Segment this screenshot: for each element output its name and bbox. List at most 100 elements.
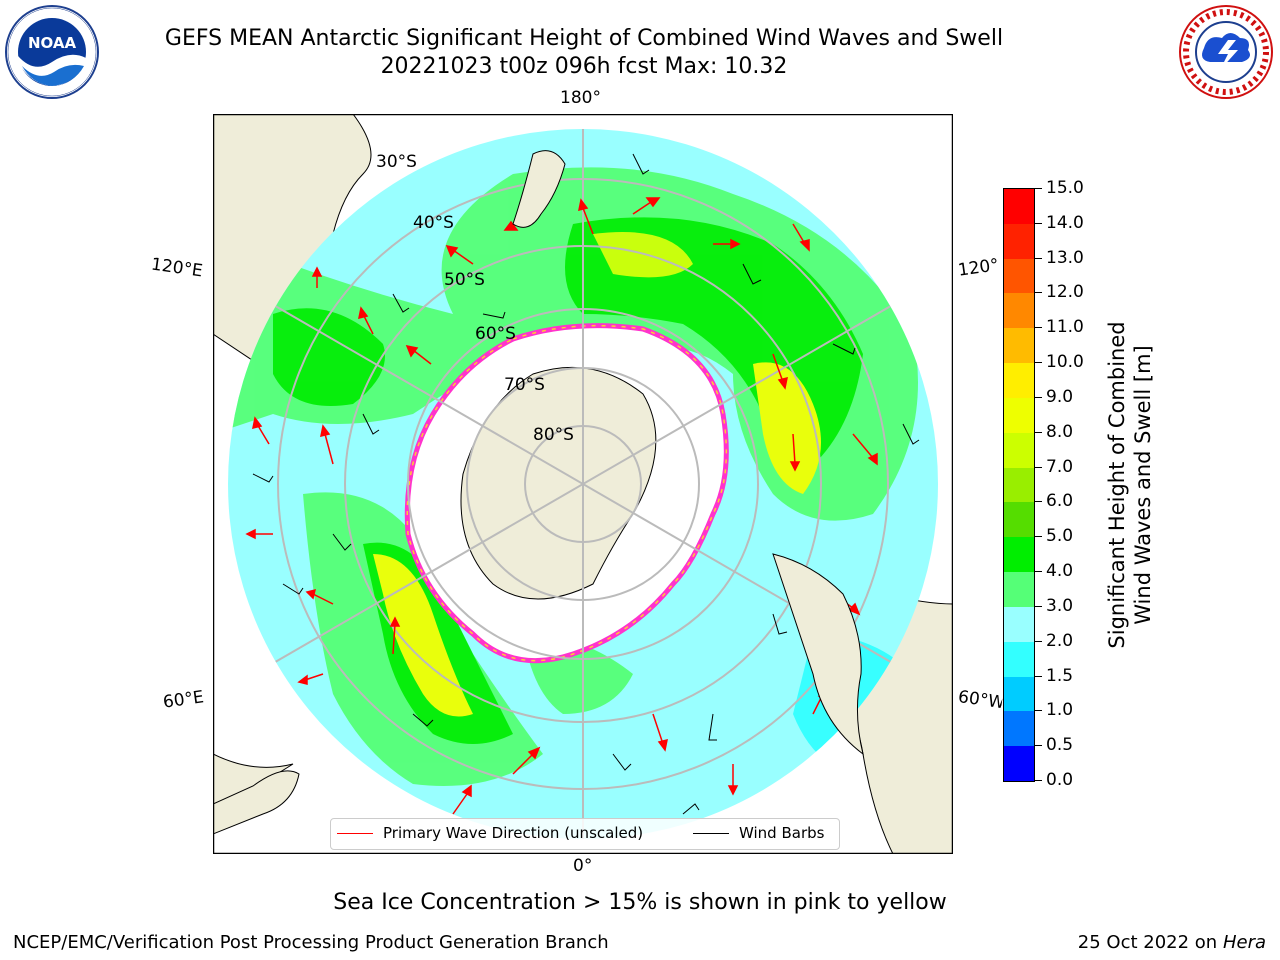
wind-barb xyxy=(772,613,788,635)
wave-arrow xyxy=(452,784,472,815)
colorbar-segment xyxy=(1004,432,1034,468)
colorbar-segment xyxy=(1004,502,1034,538)
colorbar-tick xyxy=(1034,675,1042,677)
colorbar-segment xyxy=(1004,397,1034,433)
colorbar-segment xyxy=(1004,676,1034,712)
colorbar-tick xyxy=(1034,257,1042,259)
wave-arrow xyxy=(305,588,334,605)
footer-host: Hera xyxy=(1222,932,1266,953)
wind-barb xyxy=(902,423,920,445)
colorbar-segment xyxy=(1004,328,1034,364)
chart-title: GEFS MEAN Antarctic Significant Height o… xyxy=(164,26,1004,51)
lat-label-70s: 70°S xyxy=(504,375,545,395)
colorbar-tick-label: 15.0 xyxy=(1046,178,1084,198)
wave-arrow xyxy=(727,764,739,796)
noaa-logo: NOAA xyxy=(5,5,99,99)
colorbar-tick xyxy=(1034,466,1042,468)
wind-barb xyxy=(682,803,700,815)
wave-arrow xyxy=(512,746,541,775)
wind-barb xyxy=(282,583,304,595)
colorbar-tick xyxy=(1034,292,1042,294)
colorbar-tick xyxy=(1034,605,1042,607)
wind-barb xyxy=(362,413,380,435)
colorbar-tick-label: 9.0 xyxy=(1046,386,1074,407)
colorbar-tick xyxy=(1034,536,1042,538)
continent-edges xyxy=(512,150,864,756)
wave-arrow xyxy=(245,528,273,540)
wind-barb xyxy=(332,533,352,551)
colorbar-tick-label: 12.0 xyxy=(1046,282,1084,303)
nws-logo xyxy=(1179,5,1273,99)
lat-label-30s: 30°S xyxy=(376,152,417,172)
colorbar-tick-label: 5.0 xyxy=(1046,526,1074,547)
antarctic-wave-map xyxy=(213,114,953,854)
wave-arrow xyxy=(578,198,594,235)
colorbar-title-line2: Wind Waves and Swell [m] xyxy=(1131,345,1155,625)
colorbar-segment xyxy=(1004,223,1034,259)
sea-ice-note: Sea Ice Concentration > 15% is shown in … xyxy=(333,890,947,915)
colorbar-segment xyxy=(1004,641,1034,677)
colorbar-tick xyxy=(1034,640,1042,642)
colorbar-tick-label: 1.0 xyxy=(1046,700,1074,721)
wave-arrow xyxy=(713,238,741,250)
wave-direction-legend-line xyxy=(337,833,373,834)
colorbar-tick xyxy=(1034,327,1042,329)
colorbar-tick xyxy=(1034,431,1042,433)
colorbar-tick xyxy=(1034,362,1042,364)
colorbar-tick xyxy=(1034,571,1042,573)
wave-arrow xyxy=(389,616,401,655)
colorbar-tick-label: 6.0 xyxy=(1046,491,1074,512)
lon-label-0: 0° xyxy=(573,856,593,876)
wave-arrow xyxy=(445,244,474,265)
wave-arrow xyxy=(852,433,878,466)
colorbar-tick-label: 2.0 xyxy=(1046,630,1074,651)
wind-barb xyxy=(252,473,274,483)
colorbar-segment xyxy=(1004,711,1034,747)
colorbar-tick-label: 8.0 xyxy=(1046,421,1074,442)
wind-barb xyxy=(832,343,856,355)
lat-label-40s: 40°S xyxy=(413,213,454,233)
colorbar-tick xyxy=(1034,710,1042,712)
colorbar-tick-label: 1.5 xyxy=(1046,665,1074,686)
colorbar-tick-label: 0.0 xyxy=(1046,770,1074,790)
wind-barb xyxy=(742,263,762,285)
wave-arrow xyxy=(358,306,374,335)
colorbar-segment xyxy=(1004,258,1034,294)
wind-barb xyxy=(482,311,506,319)
colorbar-tick xyxy=(1034,396,1042,398)
wave-arrow xyxy=(652,713,668,752)
colorbar-title-line1: Significant Height of Combined xyxy=(1105,321,1129,649)
colorbar-title: Significant Height of Combined Wind Wave… xyxy=(1104,321,1156,648)
lat-label-80s: 80°S xyxy=(533,425,574,445)
colorbar-segment xyxy=(1004,537,1034,573)
wind-barbs-legend-label: Wind Barbs xyxy=(739,824,825,842)
colorbar-tick xyxy=(1034,745,1042,747)
map-legend: Primary Wave Direction (unscaled) Wind B… xyxy=(330,818,840,850)
lat-label-60s: 60°S xyxy=(475,324,516,344)
wave-arrow xyxy=(297,673,324,685)
wave-arrow xyxy=(632,197,661,215)
wave-arrow xyxy=(311,266,323,288)
wave-arrow xyxy=(792,223,810,252)
colorbar xyxy=(1003,188,1035,782)
wave-arrow xyxy=(772,353,788,390)
colorbar-segment xyxy=(1004,363,1034,398)
colorbar-tick xyxy=(1034,188,1042,189)
noaa-logo-text: NOAA xyxy=(28,34,77,52)
lon-label-120e: 120°E xyxy=(149,254,204,282)
wave-arrow xyxy=(405,344,432,365)
wind-barb xyxy=(612,753,632,771)
wind-barb xyxy=(412,713,434,727)
colorbar-tick-label: 4.0 xyxy=(1046,561,1074,582)
footer-date: 25 Oct 2022 on Hera xyxy=(1078,932,1266,953)
wind-barb xyxy=(392,293,410,313)
chart-subtitle: 20221023 t00z 096h fcst Max: 10.32 xyxy=(380,54,788,79)
colorbar-tick xyxy=(1034,222,1042,224)
colorbar-tick-label: 3.0 xyxy=(1046,595,1074,616)
colorbar-tick-label: 13.0 xyxy=(1046,247,1084,268)
wave-arrow xyxy=(252,416,270,445)
wind-barbs-legend-line xyxy=(693,833,729,834)
wave-arrow xyxy=(320,424,334,465)
colorbar-tick-label: 14.0 xyxy=(1046,212,1084,233)
wind-barb xyxy=(708,713,717,741)
